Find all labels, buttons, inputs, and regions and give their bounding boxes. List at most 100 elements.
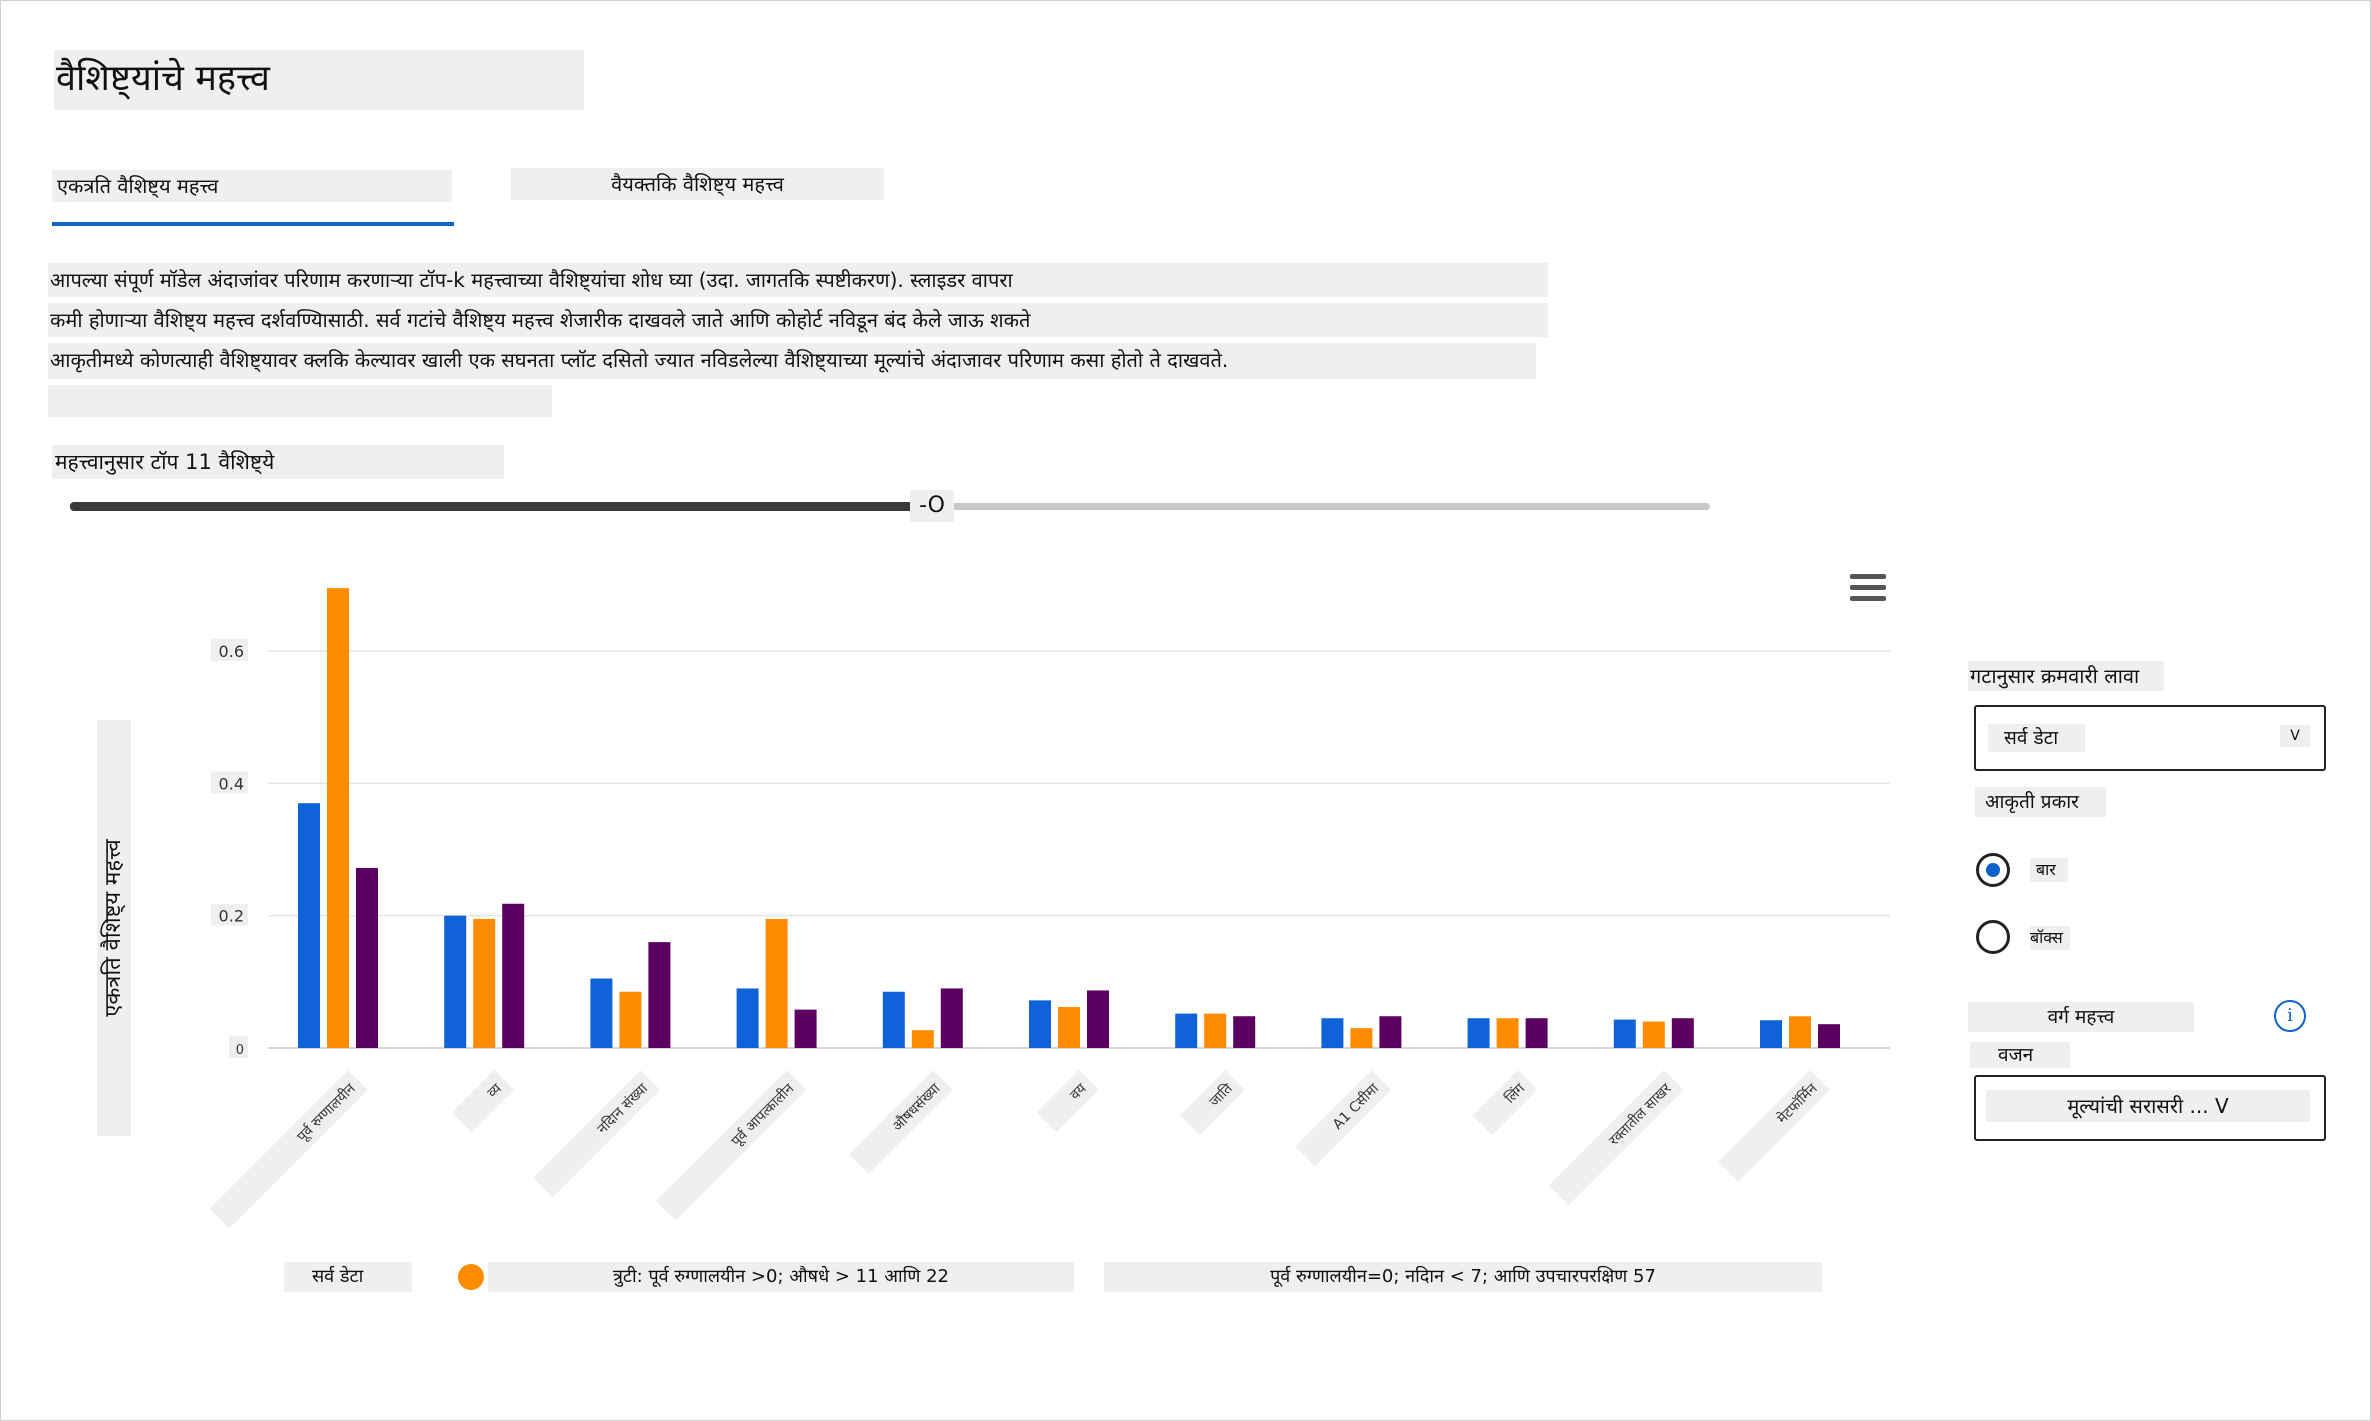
y-tick-label: 0 (236, 1043, 244, 1058)
title-highlight (54, 50, 584, 110)
x-tick-label-highlight (1548, 1070, 1684, 1206)
bar[interactable] (590, 978, 613, 1048)
tab-highlight (511, 168, 884, 200)
dropdown-value-highlight (1988, 724, 2085, 752)
radio-bar-label[interactable]: बार (2036, 860, 2056, 879)
y-tick-label: 0.2 (219, 907, 244, 926)
description-line: कमी होणाऱ्या वैशिष्ट्य महत्त्व दर्शवण्या… (50, 308, 1031, 332)
x-tick-label-group: रक्तातील साखर (1548, 1070, 1684, 1206)
legend-highlight (284, 1262, 412, 1292)
bar[interactable] (1671, 1018, 1694, 1048)
bar[interactable] (1029, 1000, 1051, 1048)
info-icon[interactable]: i (2274, 1000, 2306, 1032)
active-tab-underline (52, 222, 454, 226)
tick-label-highlight (229, 1036, 248, 1058)
radio-box-label[interactable]: बॉक्स (2030, 928, 2063, 947)
bar[interactable] (1233, 1016, 1256, 1048)
bar[interactable] (1613, 1019, 1636, 1048)
bar[interactable] (1642, 1021, 1665, 1048)
description-line: आपल्या संपूर्ण मॉडेल अंदाजांवर परिणाम कर… (50, 268, 1013, 292)
text-highlight (48, 385, 552, 417)
bar[interactable] (1525, 1018, 1548, 1048)
x-tick-label-highlight (655, 1070, 807, 1221)
bar[interactable] (356, 868, 378, 1048)
bar[interactable] (1087, 990, 1109, 1048)
tick-label-highlight (211, 903, 248, 926)
weight-dropdown-value: मूल्यांची सरासरी ... V (2067, 1094, 2229, 1118)
top-k-slider-thumb[interactable]: -O (910, 490, 954, 522)
x-tick-label-group: मेटफॉर्मिन (1718, 1070, 1830, 1182)
cohort-dropdown[interactable] (1974, 705, 2326, 771)
chevron-highlight (2280, 725, 2310, 747)
y-axis-label: एकत्रति वैशिष्ट्य महत्त्व (101, 839, 126, 1017)
x-tick-label-highlight (533, 1070, 661, 1198)
x-tick-label-group: A1 Cसीमा (1295, 1070, 1392, 1167)
bar[interactable] (619, 991, 642, 1048)
bar[interactable] (1760, 1020, 1782, 1048)
x-tick-label-group: व्य (451, 1070, 515, 1133)
tab-individual-importance[interactable]: वैयक्तकि वैशिष्ट्य महत्त्व (611, 172, 784, 196)
sort-by-cohort-label: गटानुसार क्रमवारी लावा (1970, 664, 2140, 688)
bar[interactable] (327, 588, 349, 1048)
bar[interactable] (1467, 1018, 1490, 1048)
bar[interactable] (911, 1030, 934, 1048)
bar[interactable] (1496, 1018, 1519, 1048)
x-tick-label-highlight (1180, 1070, 1246, 1136)
x-tick-label-group: नदिान संख्या (533, 1070, 661, 1198)
bar[interactable] (1818, 1024, 1840, 1048)
bar[interactable] (940, 988, 963, 1048)
top-k-slider-fill (70, 502, 924, 511)
description-line: आकृतीमध्ये कोणत्याही वैशिष्ट्यावर क्लकि … (50, 348, 1229, 372)
tick-label-highlight (211, 771, 248, 794)
x-tick-label-highlight (209, 1070, 368, 1229)
bar[interactable] (473, 918, 496, 1048)
text-highlight (48, 303, 1548, 337)
top-k-slider-label: महत्त्वानुसार टॉप 11 वैशिष्ट्ये (55, 450, 275, 474)
bar[interactable] (882, 991, 905, 1048)
bar[interactable] (1058, 1006, 1080, 1048)
chevron-down-icon[interactable]: V (2290, 728, 2300, 744)
legend-label-all-data[interactable]: सर्व डेटा (312, 1266, 364, 1287)
bar[interactable] (1175, 1013, 1198, 1048)
radio-box[interactable] (1976, 920, 2010, 954)
text-highlight (48, 343, 1536, 379)
dropdown-value-highlight (1986, 1090, 2310, 1122)
radio-bar[interactable] (1976, 853, 2010, 887)
tick-label-highlight (211, 639, 248, 661)
bar[interactable] (1350, 1028, 1373, 1048)
bar[interactable] (765, 918, 788, 1048)
bar[interactable] (1321, 1018, 1344, 1048)
label-highlight (1968, 661, 2164, 691)
legend-label-error-cohort[interactable]: त्रुटी: पूर्व रुग्णालयीन >0; औषधे > 11 आ… (613, 1266, 949, 1287)
x-tick-label-group: लिंग (1472, 1070, 1538, 1136)
x-tick-label-highlight (1718, 1070, 1830, 1182)
chart-menu-icon[interactable] (1850, 574, 1886, 604)
x-tick-label-highlight (1295, 1070, 1392, 1167)
bar[interactable] (1789, 1016, 1811, 1048)
y-tick-label: 0.6 (219, 642, 244, 661)
x-tick-label-highlight (451, 1070, 515, 1133)
y-tick-label: 0.4 (219, 774, 244, 793)
bar[interactable] (1379, 1016, 1402, 1048)
x-tick-label-group: वय (1036, 1070, 1099, 1133)
bar[interactable] (1204, 1013, 1227, 1048)
legend-swatch-error-cohort (458, 1264, 484, 1290)
cohort-dropdown-value: सर्व डेटा (2004, 727, 2059, 749)
bar[interactable] (794, 1009, 817, 1048)
legend-label-cohort-3[interactable]: पूर्व रुग्णालयीन=0; नदिान < 7; आणि उपचार… (1270, 1266, 1656, 1287)
bar[interactable] (736, 988, 759, 1048)
bar[interactable] (444, 915, 467, 1048)
label-highlight (2030, 926, 2070, 950)
x-tick-label-group: पूर्व आपत्कालीन (655, 1070, 807, 1221)
tab-aggregate-importance[interactable]: एकत्रति वैशिष्ट्य महत्त्व (57, 174, 219, 198)
bar[interactable] (298, 803, 320, 1048)
weight-dropdown[interactable] (1974, 1075, 2326, 1141)
legend-highlight (1104, 1262, 1822, 1292)
x-tick-label: पूर्व रुग्णालयीन (293, 1080, 358, 1145)
class-importance-label: वर्ग महत्त्व (2047, 1006, 2115, 1028)
bar[interactable] (648, 942, 671, 1048)
x-tick-label-highlight (848, 1070, 953, 1175)
bar[interactable] (502, 903, 525, 1048)
label-highlight (2030, 858, 2068, 882)
